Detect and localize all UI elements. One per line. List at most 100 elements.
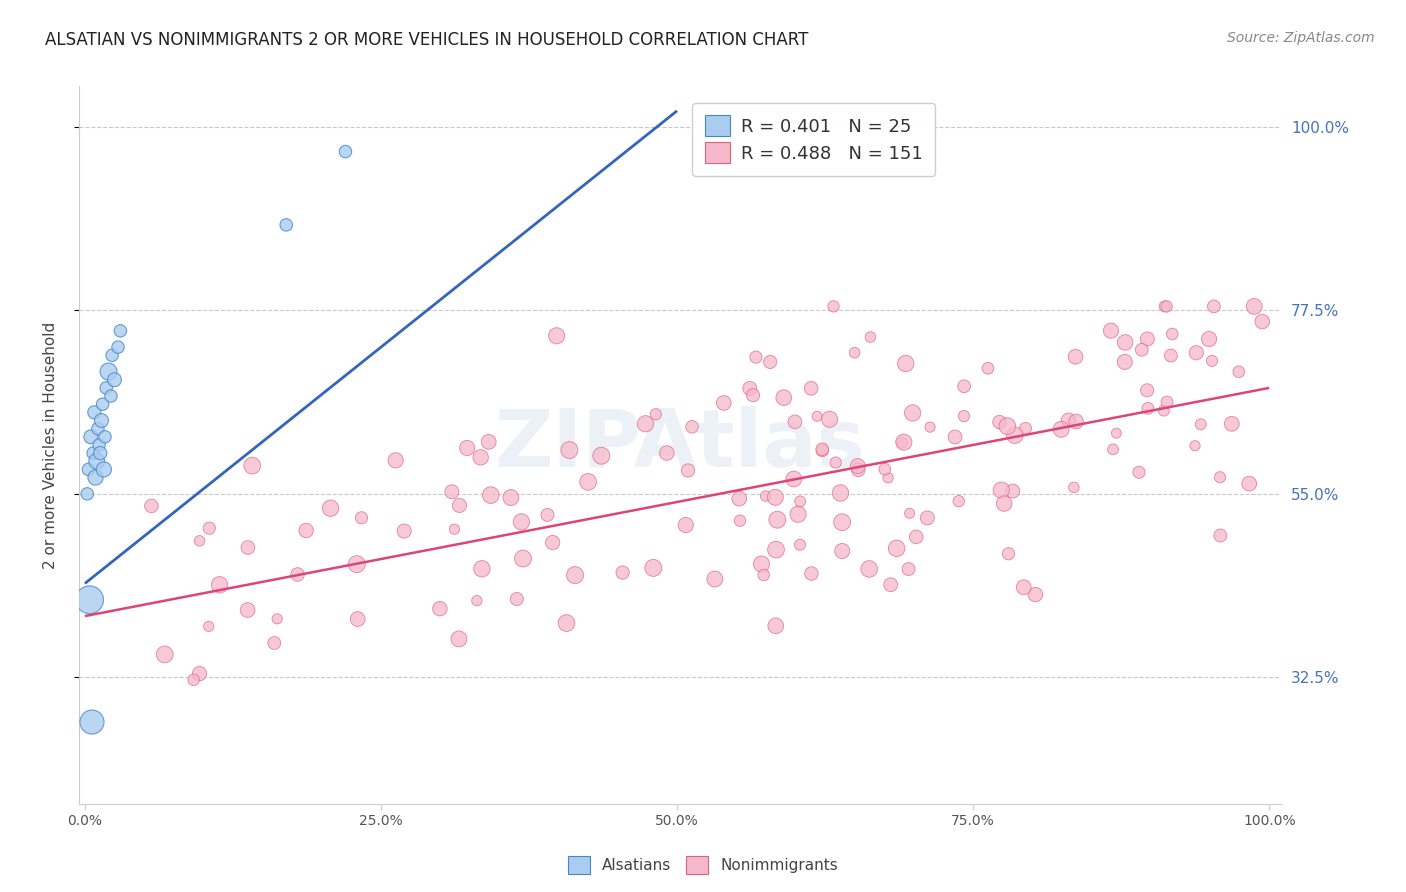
Point [555,615,578,630]
Point [91,397,114,411]
Point [880,578,903,592]
Point [752,568,775,582]
Point [465,593,488,607]
Point [1189,417,1212,432]
Point [236,541,259,555]
Point [886,541,908,556]
Point [440,484,463,499]
Text: Source: ZipAtlas.com: Source: ZipAtlas.com [1227,31,1375,45]
Point [1114,355,1136,369]
Point [977,361,1000,376]
Point [541,535,564,549]
Point [319,501,342,516]
Point [1064,415,1087,429]
Point [1220,417,1243,431]
Point [546,328,568,343]
Point [728,491,751,506]
Point [93,462,115,476]
Point [80,430,103,444]
Point [510,515,533,529]
Point [997,547,1019,561]
Point [766,513,789,527]
Point [392,524,415,538]
Point [745,350,768,364]
Point [1099,324,1122,338]
Legend: R = 0.401   N = 25, R = 0.488   N = 151: R = 0.401 N = 25, R = 0.488 N = 151 [692,103,935,176]
Point [1105,426,1128,441]
Point [1012,580,1035,594]
Point [990,483,1012,497]
Point [295,524,318,538]
Point [811,443,834,458]
Point [558,443,581,458]
Point [89,446,111,460]
Point [1185,345,1208,359]
Point [728,514,751,528]
Point [800,381,823,395]
Point [478,434,501,449]
Point [83,405,105,419]
Point [1251,314,1274,328]
Point [920,420,942,434]
Point [107,340,129,354]
Point [846,463,869,477]
Point [471,562,494,576]
Point [1156,395,1178,409]
Point [87,438,110,452]
Point [953,379,976,393]
Point [1128,465,1150,479]
Point [1136,401,1159,416]
Point [905,530,928,544]
Point [1209,470,1232,484]
Point [897,562,920,576]
Point [846,459,869,474]
Point [449,499,471,513]
Point [873,462,896,476]
Point [236,603,259,617]
Point [676,463,699,477]
Point [901,406,924,420]
Point [1114,335,1136,350]
Point [100,389,122,403]
Point [506,592,529,607]
Point [183,673,205,687]
Point [1153,403,1175,417]
Point [831,544,853,558]
Point [512,551,534,566]
Point [643,561,665,575]
Point [893,435,915,450]
Point [953,409,976,423]
Point [80,714,103,729]
Point [1239,476,1261,491]
Point [84,470,107,484]
Point [898,506,921,520]
Point [263,636,285,650]
Point [1130,343,1153,357]
Point [844,345,866,359]
Point [800,566,823,581]
Point [995,419,1018,434]
Point [655,446,678,460]
Point [830,486,852,500]
Point [447,632,470,646]
Point [765,619,787,633]
Point [789,494,811,508]
Point [536,508,558,522]
Point [276,218,298,232]
Point [94,430,117,444]
Point [806,409,828,424]
Point [1063,480,1085,494]
Point [591,449,613,463]
Point [456,441,478,455]
Point [993,497,1015,511]
Point [858,562,880,576]
Point [1014,421,1036,435]
Point [763,491,786,505]
Point [742,388,765,402]
Point [681,419,703,434]
Point [1024,588,1046,602]
Point [82,446,104,460]
Point [789,538,811,552]
Point [1161,326,1184,341]
Point [101,348,124,362]
